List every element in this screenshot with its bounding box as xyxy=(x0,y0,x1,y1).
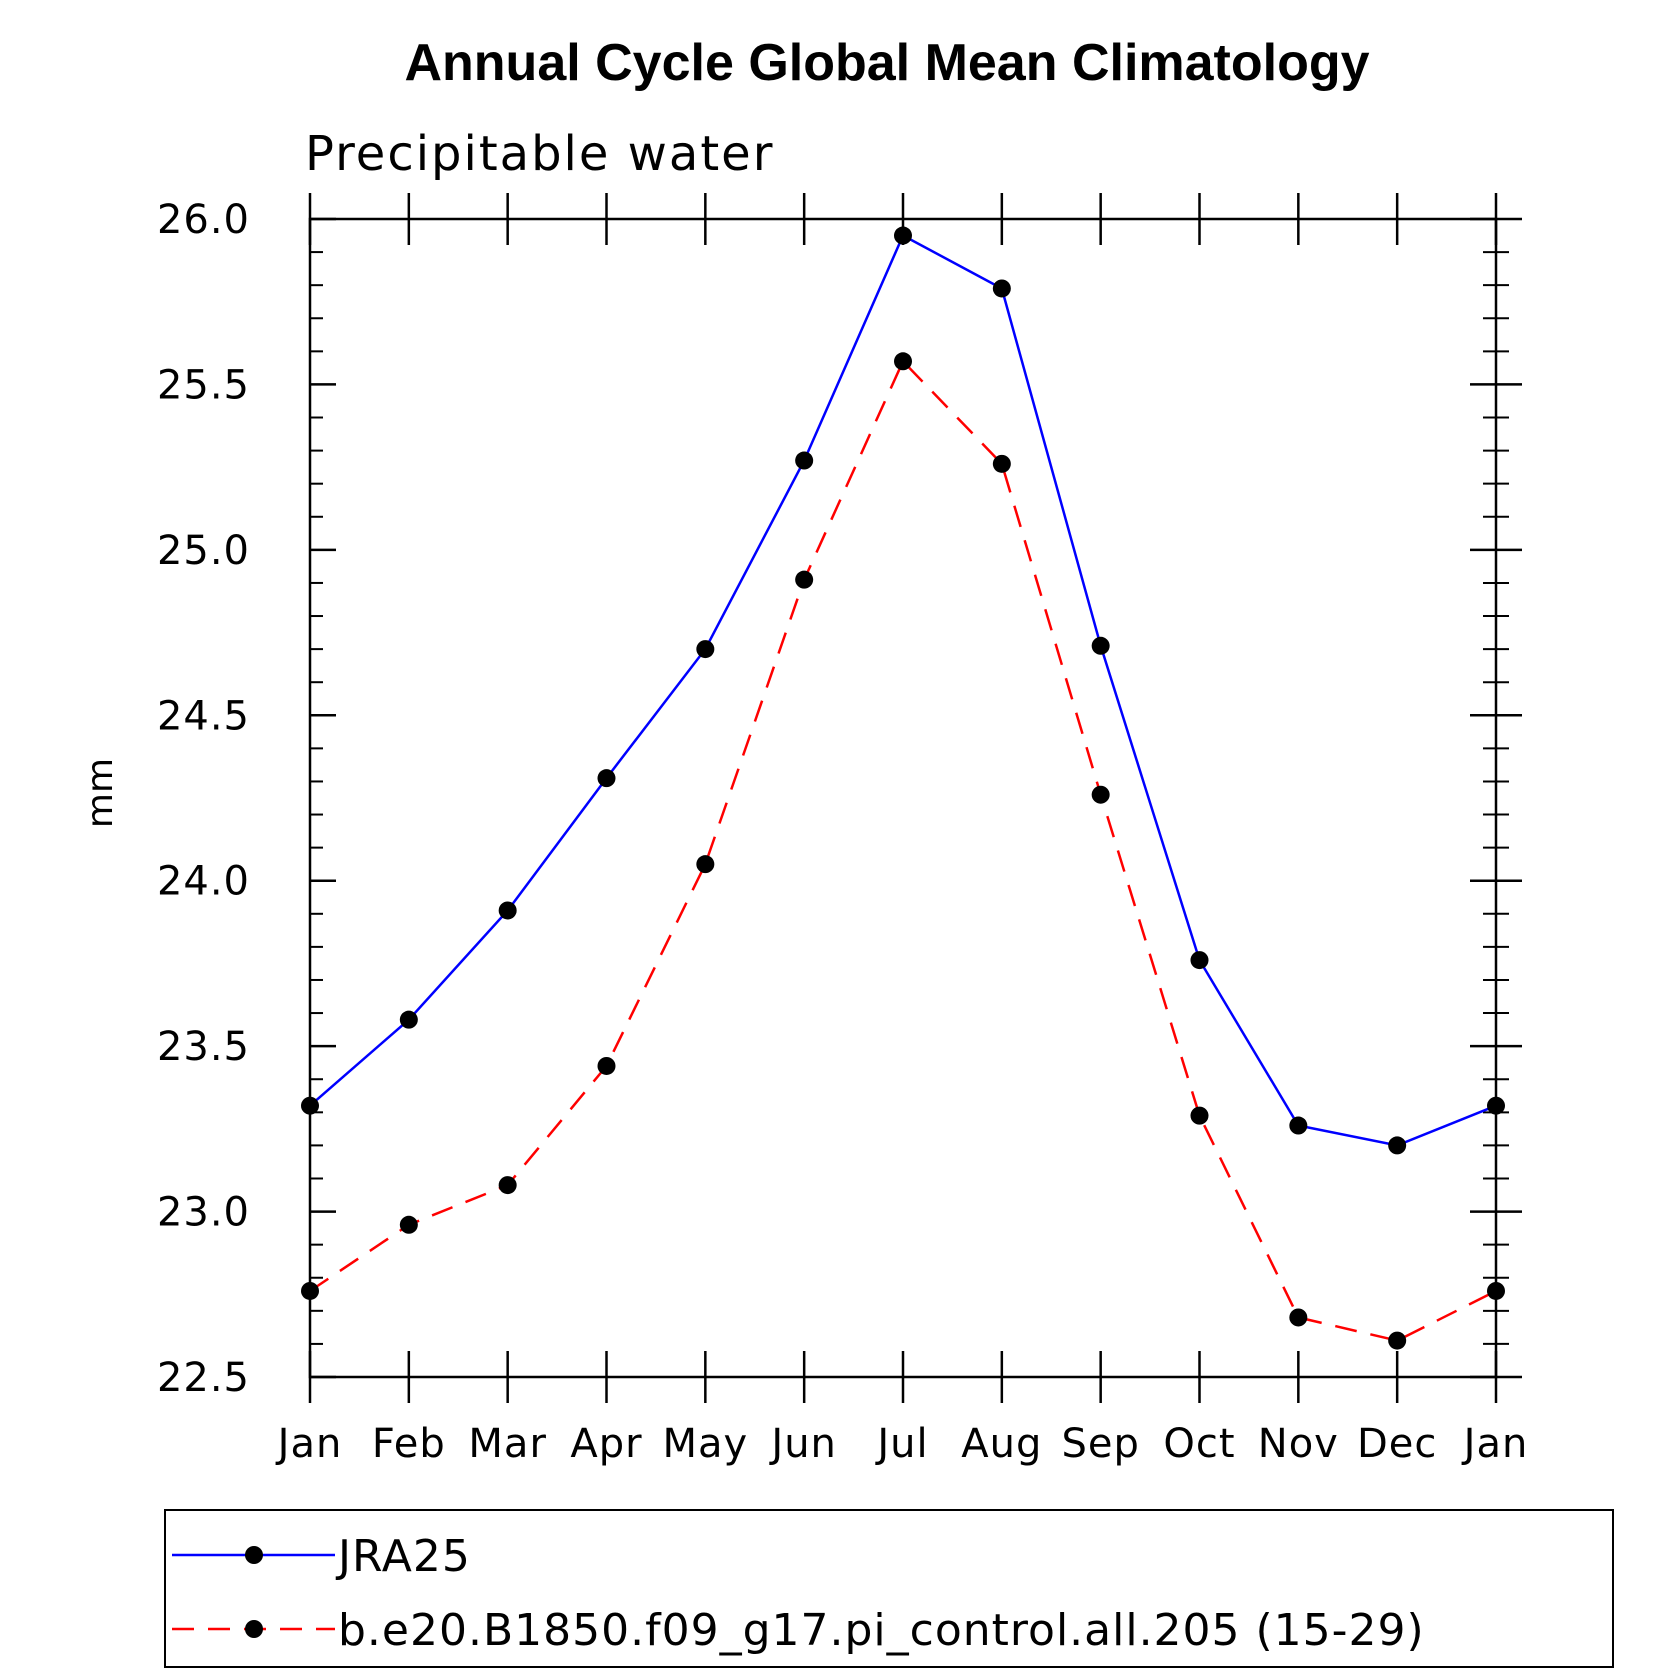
series-line-1 xyxy=(309,359,1497,1342)
y-tick-label: 22.5 xyxy=(157,1355,250,1401)
data-point-series-0 xyxy=(1388,1136,1407,1155)
y-tick-label: 23.5 xyxy=(157,1024,250,1070)
series-layer xyxy=(301,226,1505,1350)
y-axis-label: mm xyxy=(80,758,121,828)
x-tick-label: Jan xyxy=(275,1421,343,1467)
legend-marker-0 xyxy=(245,1546,263,1564)
x-tick-label: Jun xyxy=(768,1421,837,1467)
legend-label-1: b.e20.B1850.f09_g17.pi_control.all.205 (… xyxy=(338,1605,1425,1656)
data-point-series-1 xyxy=(894,352,912,371)
y-tick-label: 24.5 xyxy=(157,693,250,739)
data-point-series-1 xyxy=(696,855,715,874)
data-point-series-1 xyxy=(498,1176,517,1195)
axis-ticks xyxy=(308,193,1522,1403)
x-tick-labels: Jan Feb Mar Apr May Jun Jul Aug Sep Oct Nov Dec Jan xyxy=(275,1421,1529,1467)
data-point-series-0 xyxy=(992,279,1011,298)
y-tick-label: 24.0 xyxy=(157,859,250,905)
data-point-series-1 xyxy=(301,1281,319,1300)
data-point-series-1 xyxy=(399,1215,418,1234)
x-tick-label: Aug xyxy=(961,1421,1042,1467)
y-tick-label: 25.0 xyxy=(157,528,250,574)
data-point-series-1 xyxy=(1487,1281,1505,1300)
y-tick-label: 26.0 xyxy=(157,197,250,243)
legend-label-0: JRA25 xyxy=(335,1531,471,1582)
y-tick-labels: 22.5 23.0 23.5 24.0 24.5 25.0 25.5 26.0 xyxy=(157,197,250,1401)
data-point-series-0 xyxy=(498,901,517,920)
x-tick-label: Dec xyxy=(1357,1421,1437,1467)
data-point-series-0 xyxy=(399,1010,418,1029)
x-tick-label: Apr xyxy=(570,1421,642,1467)
data-point-series-0 xyxy=(894,226,912,245)
data-point-series-0 xyxy=(597,769,616,788)
x-tick-label: Jan xyxy=(1461,1421,1529,1467)
x-tick-label: Feb xyxy=(372,1421,446,1467)
series-line-0 xyxy=(309,233,1497,1147)
data-point-series-0 xyxy=(1091,636,1110,655)
data-point-series-1 xyxy=(1289,1308,1308,1327)
y-tick-label: 23.0 xyxy=(157,1190,250,1236)
x-tick-label: May xyxy=(662,1421,748,1467)
chart-title: Annual Cycle Global Mean Climatology xyxy=(404,34,1369,92)
data-point-series-1 xyxy=(1091,785,1110,804)
data-point-series-0 xyxy=(301,1096,319,1115)
x-tick-label: Oct xyxy=(1163,1421,1235,1467)
chart-subtitle: Precipitable water xyxy=(305,126,774,182)
y-tick-label: 25.5 xyxy=(157,362,250,408)
legend-box xyxy=(164,1509,1614,1668)
data-point-series-1 xyxy=(597,1056,616,1075)
legend: JRA25 b.e20.B1850.f09_g17.pi_control.all.… xyxy=(172,1531,1425,1656)
legend-marker-1 xyxy=(245,1620,263,1638)
x-tick-label: Sep xyxy=(1061,1421,1139,1467)
x-tick-label: Mar xyxy=(468,1421,546,1467)
data-point-series-1 xyxy=(795,570,814,589)
data-point-series-0 xyxy=(1190,951,1209,970)
data-point-series-0 xyxy=(1487,1096,1505,1115)
x-tick-label: Nov xyxy=(1258,1421,1339,1467)
data-point-series-0 xyxy=(1289,1116,1308,1135)
plot-frame xyxy=(308,217,1498,1379)
data-point-series-0 xyxy=(696,640,715,659)
data-point-series-0 xyxy=(795,451,814,470)
data-point-series-1 xyxy=(992,454,1011,473)
data-point-series-1 xyxy=(1388,1331,1407,1350)
data-point-series-1 xyxy=(1190,1106,1209,1125)
x-tick-label: Jul xyxy=(874,1421,928,1467)
